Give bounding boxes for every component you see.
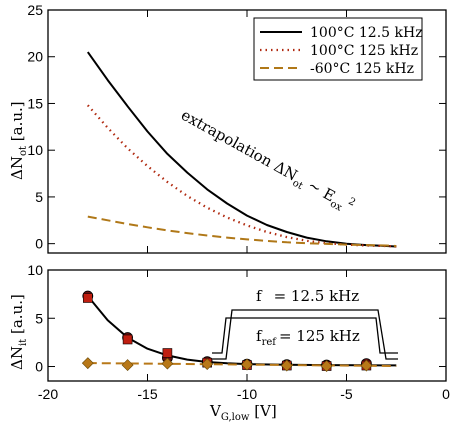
y-tick-label: 15 [27, 95, 43, 111]
data-point-square [122, 334, 133, 345]
legend: 100°C 12.5 kHz 100°C 125 kHz -60°C 125 k… [253, 17, 423, 81]
pulse-label-fref: fref = 125 kHz [256, 327, 360, 348]
y-tick-label: 5 [35, 189, 43, 205]
data-point-diamond [121, 359, 134, 371]
x-tick-label: -5 [340, 386, 353, 402]
y-tick-label: 20 [27, 49, 43, 65]
x-axis-label: VG,low [V] [209, 402, 277, 423]
y-tick-label: 10 [27, 262, 43, 278]
top-y-axis-label: ΔNot [a.u.] [8, 101, 29, 180]
data-point-diamond [201, 358, 214, 371]
bottom-marker-group [81, 290, 373, 372]
pulse-label-f: f = 12.5 kHz [256, 287, 359, 305]
data-point-diamond [241, 358, 253, 371]
x-tick-label: -10 [237, 386, 257, 402]
y-tick-label: 25 [27, 2, 43, 18]
extrapolation-annotation: extrapolation ΔNot ~ Eox 2 [177, 105, 358, 218]
y-tick-label: 5 [35, 310, 43, 326]
data-point-diamond [360, 359, 373, 372]
data-point-diamond [81, 357, 94, 370]
data-point-square [162, 348, 173, 358]
top-series-group [86, 51, 397, 248]
x-tick-label: 0 [442, 386, 450, 402]
x-tick-label: -20 [38, 386, 58, 402]
series-line-3 [87, 215, 397, 247]
y-tick-label: 0 [35, 236, 43, 252]
bottom-axis-ticks: -20 -15 -10 -5 0 0 5 10 [27, 262, 450, 402]
data-point-diamond [280, 359, 293, 372]
y-tick-label: 10 [27, 142, 43, 158]
y-tick-label: 0 [35, 359, 43, 375]
pulse-waveform-outer [212, 309, 398, 360]
legend-entry-2: 100°C 125 kHz [310, 43, 418, 59]
legend-entry-1: 100°C 12.5 kHz [310, 25, 423, 41]
legend-entry-3: -60°C 125 kHz [310, 61, 414, 77]
top-axis-ticks: 0 5 10 15 20 25 [27, 2, 447, 253]
top-panel: 0 5 10 15 20 25 ΔNot [a.u.] 100°C 12.5 kHz 10… [8, 2, 447, 254]
data-point-diamond [320, 360, 333, 372]
x-tick-label: -15 [137, 386, 157, 402]
pulse-diagram: f = 12.5 kHz fref = 125 kHz [212, 287, 398, 360]
data-point-diamond [161, 357, 174, 370]
pulse-waveform-inner [212, 317, 398, 354]
data-point-square [83, 293, 93, 303]
bottom-y-axis-label: ΔNit [a.u.] [8, 294, 29, 370]
